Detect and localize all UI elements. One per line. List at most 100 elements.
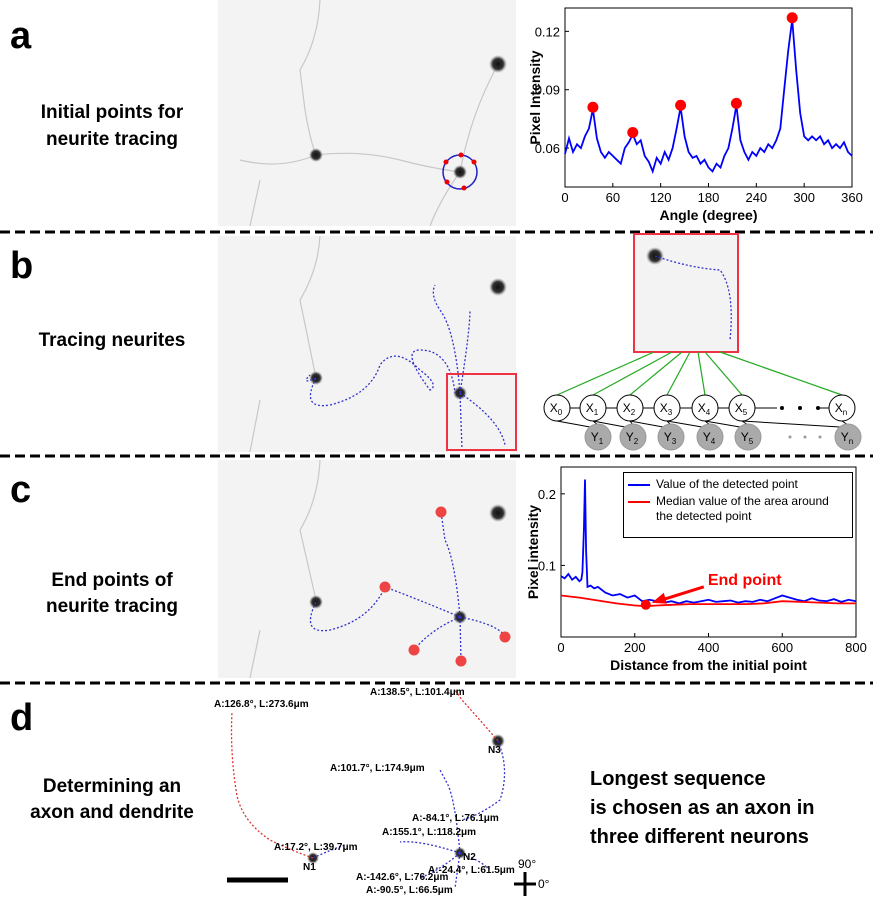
panel-caption: Determining an xyxy=(43,776,181,797)
legend-entry: Value of the detected point xyxy=(628,477,848,492)
ellipsis-dot xyxy=(780,406,784,410)
measurement-label: A:138.5°, L:101.4μm xyxy=(370,687,465,698)
data-line xyxy=(560,479,857,605)
node-letter: Y xyxy=(703,430,711,444)
legend-swatch xyxy=(628,501,650,503)
legend-label: Value of the detected point xyxy=(656,477,798,491)
x-axis-label: Angle (degree) xyxy=(659,207,757,223)
y-tick-label: 0.1 xyxy=(538,558,556,573)
data-line xyxy=(560,594,856,608)
observation xyxy=(734,423,762,451)
y-axis-label: Pixel intensity xyxy=(525,505,541,599)
measurement-label: A:17.2°, L:39.7μm xyxy=(274,842,358,853)
axis-angle-label: 90° xyxy=(518,857,536,871)
node-label: Y2 xyxy=(626,430,639,446)
node-letter: X xyxy=(623,401,631,415)
measurement-label: A:-24.4°, L:61.5μm xyxy=(428,865,515,876)
node-label: Y1 xyxy=(591,430,604,446)
measurement-label: N3 xyxy=(488,745,501,756)
link-line xyxy=(629,351,683,396)
link-line xyxy=(556,351,655,396)
node-subscript: 3 xyxy=(672,437,677,446)
legend-label: Median value of the area around the dete… xyxy=(656,494,829,523)
measurement-label: A:101.7°, L:174.9μm xyxy=(330,763,425,774)
node-label: Y5 xyxy=(741,430,754,446)
hidden-state xyxy=(616,394,644,422)
y-tick-label: 0.2 xyxy=(538,487,556,502)
node-label: X0 xyxy=(550,401,563,417)
node-subscript: 2 xyxy=(634,437,639,446)
x-tick-label: 360 xyxy=(841,190,863,205)
node-label: X5 xyxy=(735,401,748,417)
node-subscript: 2 xyxy=(631,408,636,417)
x-tick-label: 180 xyxy=(698,190,720,205)
measurement-label: N2 xyxy=(463,852,476,863)
node-label: Y4 xyxy=(703,430,716,446)
measurement-label: A:126.8°, L:273.6μm xyxy=(214,699,309,710)
panel-caption: Initial points for xyxy=(41,102,184,123)
node-subscript: 4 xyxy=(706,408,711,417)
node-subscript: n xyxy=(849,437,853,446)
conclusion-text: three different neurons xyxy=(590,826,809,848)
link-line xyxy=(697,351,706,396)
hidden-state xyxy=(543,394,571,422)
axis-angle-label: 0° xyxy=(538,877,550,891)
hidden-state xyxy=(579,394,607,422)
panel-caption: axon and dendrite xyxy=(30,802,194,823)
panel-label: b xyxy=(10,245,33,287)
node-letter: X xyxy=(835,401,843,415)
panel-label: a xyxy=(10,15,32,57)
x-tick-label: 200 xyxy=(624,640,646,655)
measurement-label: A:155.1°, L:118.2μm xyxy=(382,827,476,838)
node-label: X4 xyxy=(698,401,711,417)
edge xyxy=(592,420,626,428)
link-line xyxy=(704,351,743,396)
node-letter: X xyxy=(586,401,594,415)
x-tick-label: 0 xyxy=(557,640,564,655)
panel-label: c xyxy=(10,469,31,511)
x-tick-label: 400 xyxy=(698,640,720,655)
node-letter: Y xyxy=(741,430,749,444)
measurement-label: A:-90.5°, L:66.5μm xyxy=(366,885,453,896)
hidden-state xyxy=(828,394,856,422)
end-point-marker xyxy=(640,599,651,610)
node-subscript: 1 xyxy=(599,437,604,446)
x-tick-label: 800 xyxy=(845,640,867,655)
ellipsis-dot xyxy=(798,406,802,410)
micrograph-c xyxy=(218,459,516,679)
legend-swatch xyxy=(628,484,650,486)
y-tick-label: 0.06 xyxy=(535,141,560,156)
node-label: X2 xyxy=(623,401,636,417)
x-axis-label: Distance from the initial point xyxy=(610,657,807,673)
edge xyxy=(556,420,591,428)
hidden-state xyxy=(728,394,756,422)
annotation-text: End point xyxy=(708,572,782,589)
node-letter: Y xyxy=(664,430,672,444)
edge xyxy=(666,420,703,428)
y-tick-label: 0.12 xyxy=(535,24,560,39)
panel-caption: neurite tracing xyxy=(46,596,178,617)
node-letter: Y xyxy=(591,430,599,444)
peak-marker xyxy=(675,99,687,111)
chart: 0 200 400 600 800 0.1 0.2 Distance from the ini… xyxy=(525,466,867,673)
y-tick-label: 0.09 xyxy=(535,83,560,98)
node-letter: X xyxy=(660,401,668,415)
y-axis-label: Pixel Intensity xyxy=(527,50,543,144)
peak-marker xyxy=(627,127,639,139)
chart: 0 60 120 180 240 300 360 0.06 0.09 0.12 Angle (deg… xyxy=(527,7,863,223)
legend: Value of the detected point Median value … xyxy=(623,472,853,538)
node-label: Yn xyxy=(841,430,853,446)
node-label: X3 xyxy=(660,401,673,417)
panel-caption: Tracing neurites xyxy=(39,330,186,351)
node-letter: X xyxy=(550,401,558,415)
observation xyxy=(834,423,862,451)
legend-entry: Median value of the area around the dete… xyxy=(628,494,848,524)
node-label: Xn xyxy=(835,401,847,417)
edge xyxy=(629,420,664,428)
link-line xyxy=(719,351,843,396)
micrograph-a xyxy=(218,0,516,227)
link-line xyxy=(666,351,691,396)
ellipsis-dot xyxy=(816,406,820,410)
conclusion-text: is chosen as an axon in xyxy=(590,797,815,819)
